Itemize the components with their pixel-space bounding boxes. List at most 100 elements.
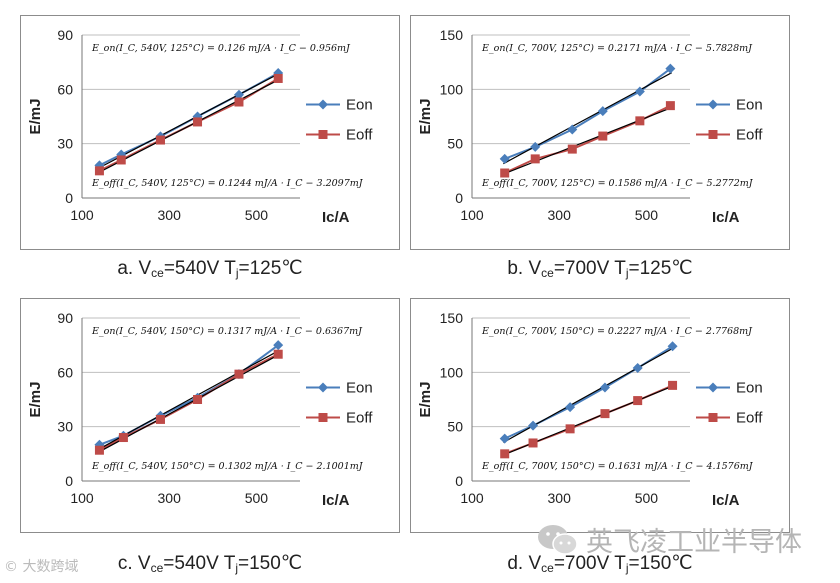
y-axis-label: E/mJ <box>27 382 44 418</box>
watermark-left: © 大数跨域 <box>4 559 79 575</box>
data-point-eon <box>499 433 510 444</box>
y-tick-label: 150 <box>440 27 464 43</box>
fit-line-eon <box>98 73 280 169</box>
chart-border <box>20 298 400 533</box>
legend-label-eoff: Eoff <box>346 127 373 144</box>
legend-marker-eon <box>708 99 718 110</box>
y-tick-label: 90 <box>57 310 73 326</box>
legend-marker-eon <box>708 382 718 393</box>
x-tick-label: 500 <box>245 207 269 223</box>
wechat-icon <box>538 524 578 555</box>
data-point-eon <box>530 141 541 152</box>
equation-eoff: E_off(I_C, 700V, 125°C) = 0.1586 mJ/A · … <box>481 178 754 189</box>
x-tick-label: 100 <box>460 207 484 223</box>
y-tick-label: 0 <box>65 190 73 206</box>
y-tick-label: 0 <box>455 473 463 489</box>
x-axis-label: Ic/A <box>712 492 740 509</box>
data-point-eon <box>632 362 643 373</box>
data-point-eoff <box>155 135 165 145</box>
y-tick-label: 60 <box>57 81 73 97</box>
caption-b: b. Vce=700V Tj=125℃ <box>507 258 693 280</box>
chart-panel-c: 0 30 60 90 100 300 500 Ic/A E/mJ E_on(I_C, 540V, … <box>20 298 400 533</box>
data-point-eoff <box>598 131 608 141</box>
equation-eon: E_on(I_C, 700V, 125°C) = 0.2171 mJ/A · I… <box>481 43 753 54</box>
data-point-eoff <box>193 117 203 127</box>
caption-d: d. Vce=700V Tj=150℃ <box>507 553 693 575</box>
equation-eon: E_on(I_C, 540V, 125°C) = 0.126 mJ/A · I_… <box>91 43 351 54</box>
data-point-eoff <box>500 168 510 178</box>
data-point-eon <box>634 86 645 97</box>
x-axis-label: Ic/A <box>712 209 740 226</box>
caption-c: c. Vce=540V Tj=150℃ <box>117 553 303 575</box>
chart-svg: 0 50 100 150 100 300 500 Ic/A E/mJ E_on(I_C, 700V… <box>410 15 790 250</box>
x-tick-label: 300 <box>548 490 572 506</box>
data-point-eoff <box>668 380 678 390</box>
y-tick-label: 0 <box>65 473 73 489</box>
y-tick-label: 100 <box>440 81 464 97</box>
data-point-eoff <box>633 396 643 406</box>
equation-eoff: E_off(I_C, 700V, 150°C) = 0.1631 mJ/A · … <box>481 461 754 472</box>
copyright-icon: © <box>4 559 18 575</box>
data-point-eoff <box>665 101 675 111</box>
data-point-eoff <box>116 155 126 165</box>
equation-eon: E_on(I_C, 700V, 150°C) = 0.2227 mJ/A · I… <box>481 326 753 337</box>
data-point-eon <box>667 341 678 352</box>
x-tick-label: 100 <box>460 490 484 506</box>
legend-marker-eoff <box>318 130 328 139</box>
data-point-eoff <box>155 414 165 424</box>
caption-a: a. Vce=540V Tj=125℃ <box>117 258 303 280</box>
x-tick-label: 500 <box>635 207 659 223</box>
y-tick-label: 150 <box>440 310 464 326</box>
data-point-eon <box>273 340 284 351</box>
fit-line-eoff <box>98 354 280 453</box>
data-point-eoff <box>273 73 283 83</box>
legend-label-eoff: Eoff <box>736 127 763 144</box>
chart-svg: 0 50 100 150 100 300 500 Ic/A E/mJ E_on(I_C, 700V… <box>410 298 790 533</box>
legend-marker-eon <box>318 382 328 393</box>
y-tick-label: 60 <box>57 364 73 380</box>
y-tick-label: 0 <box>455 190 463 206</box>
legend-marker-eoff <box>708 130 718 139</box>
legend-label-eon: Eon <box>736 97 763 114</box>
data-point-eon <box>233 89 244 100</box>
fit-line-eon <box>503 72 672 165</box>
data-point-eon <box>567 124 578 135</box>
fit-line-eon <box>98 349 280 450</box>
legend-label-eoff: Eoff <box>346 410 373 427</box>
y-tick-label: 30 <box>57 419 73 435</box>
y-tick-label: 30 <box>57 136 73 152</box>
data-point-eoff <box>234 97 244 107</box>
x-tick-label: 300 <box>158 490 182 506</box>
x-tick-label: 500 <box>245 490 269 506</box>
data-point-eoff <box>600 409 610 419</box>
legend-label-eon: Eon <box>346 380 373 397</box>
y-tick-label: 90 <box>57 27 73 43</box>
y-axis-label: E/mJ <box>417 99 434 135</box>
data-point-eoff <box>94 166 104 176</box>
data-point-eon <box>528 420 539 431</box>
data-point-eon <box>599 382 610 393</box>
data-point-eoff <box>94 445 104 455</box>
fit-line-eoff <box>98 79 280 174</box>
data-point-eoff <box>567 144 577 154</box>
data-point-eoff <box>528 438 538 448</box>
equation-eon: E_on(I_C, 540V, 150°C) = 0.1317 mJ/A · I… <box>91 326 363 337</box>
data-point-eoff <box>530 154 540 164</box>
x-tick-label: 100 <box>70 207 94 223</box>
legend-label-eon: Eon <box>346 97 373 114</box>
x-tick-label: 300 <box>158 207 182 223</box>
x-tick-label: 500 <box>635 490 659 506</box>
chart-border <box>20 15 400 250</box>
data-point-eoff <box>273 349 283 359</box>
y-tick-label: 50 <box>447 419 463 435</box>
equation-eoff: E_off(I_C, 540V, 125°C) = 0.1244 mJ/A · … <box>91 178 364 189</box>
data-point-eoff <box>193 395 203 404</box>
chart-svg: 0 30 60 90 100 300 500 Ic/A E/mJ E_on(I_C, 540V, … <box>20 298 400 533</box>
data-point-eon <box>499 153 510 164</box>
legend-marker-eoff <box>318 413 328 422</box>
chart-panel-d: 0 50 100 150 100 300 500 Ic/A E/mJ E_on(I_C, 700V… <box>410 298 790 533</box>
y-axis-label: E/mJ <box>27 99 44 135</box>
legend-marker-eon <box>318 99 328 110</box>
x-tick-label: 300 <box>548 207 572 223</box>
x-axis-label: Ic/A <box>322 492 350 509</box>
